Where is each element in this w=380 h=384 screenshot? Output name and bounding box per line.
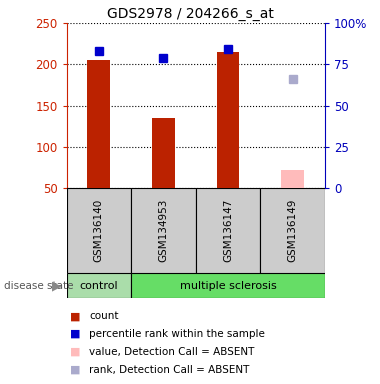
Text: multiple sclerosis: multiple sclerosis xyxy=(180,281,276,291)
Bar xyxy=(196,188,260,273)
Bar xyxy=(281,170,304,188)
Bar xyxy=(66,273,131,298)
Text: count: count xyxy=(89,311,119,321)
Text: ■: ■ xyxy=(70,347,81,357)
Text: GSM134953: GSM134953 xyxy=(158,199,168,262)
Text: rank, Detection Call = ABSENT: rank, Detection Call = ABSENT xyxy=(89,365,250,375)
Bar xyxy=(66,188,131,273)
Text: ■: ■ xyxy=(70,329,81,339)
Text: GSM136149: GSM136149 xyxy=(288,199,298,262)
Bar xyxy=(152,118,175,188)
Text: ■: ■ xyxy=(70,365,81,375)
Bar xyxy=(87,60,110,188)
Text: GSM136147: GSM136147 xyxy=(223,199,233,262)
Bar xyxy=(131,273,325,298)
Text: GSM136140: GSM136140 xyxy=(94,199,104,262)
Text: GDS2978 / 204266_s_at: GDS2978 / 204266_s_at xyxy=(106,7,274,21)
Bar xyxy=(260,188,325,273)
Bar xyxy=(131,188,196,273)
Text: ▶: ▶ xyxy=(52,279,62,292)
Text: ■: ■ xyxy=(70,311,81,321)
Text: value, Detection Call = ABSENT: value, Detection Call = ABSENT xyxy=(89,347,255,357)
Text: disease state: disease state xyxy=(4,281,73,291)
Text: percentile rank within the sample: percentile rank within the sample xyxy=(89,329,265,339)
Bar xyxy=(217,52,239,188)
Text: control: control xyxy=(79,281,118,291)
